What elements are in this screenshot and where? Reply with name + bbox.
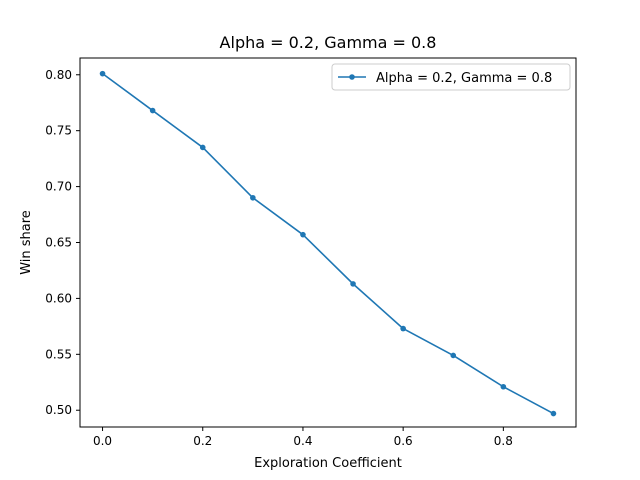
legend-entry-label: Alpha = 0.2, Gamma = 0.8: [376, 71, 552, 86]
series-layer: [99, 70, 557, 417]
y-tick-label: 0.55: [45, 347, 72, 361]
data-point: [149, 107, 156, 114]
y-tick-label: 0.50: [45, 403, 72, 417]
data-point: [300, 231, 306, 238]
data-point: [250, 194, 256, 201]
data-point: [450, 352, 457, 359]
y-tick-label: 0.60: [45, 291, 72, 305]
x-tick-label: 0.4: [293, 434, 312, 448]
y-tick-label: 0.65: [45, 236, 72, 250]
data-point: [500, 383, 507, 390]
legend: Alpha = 0.2, Gamma = 0.8: [331, 63, 571, 91]
data-point: [400, 325, 406, 332]
y-tick-label: 0.75: [45, 124, 72, 138]
y-axis-label: Win share: [19, 210, 34, 275]
chart-title: Alpha = 0.2, Gamma = 0.8: [220, 33, 437, 52]
x-tick-label: 0.0: [93, 434, 112, 448]
legend-box: [331, 63, 571, 91]
legend-marker-swatch: [349, 74, 355, 80]
x-tick-label: 0.2: [193, 434, 212, 448]
x-tick-label: 0.6: [394, 434, 413, 448]
x-axis-label: Exploration Coefficient: [254, 456, 402, 471]
data-point: [99, 70, 106, 77]
x-tick-label: 0.8: [494, 434, 513, 448]
y-tick-label: 0.80: [45, 68, 72, 82]
y-axis: 0.50 0.55 0.60 0.65 0.70 0.75 0.80: [45, 68, 80, 417]
data-point: [350, 281, 356, 287]
data-point: [199, 144, 206, 151]
series-line: [102, 73, 554, 415]
y-tick-label: 0.70: [45, 180, 72, 194]
data-point: [550, 410, 557, 417]
x-axis: 0.0 0.2 0.4 0.6 0.8: [93, 427, 513, 448]
